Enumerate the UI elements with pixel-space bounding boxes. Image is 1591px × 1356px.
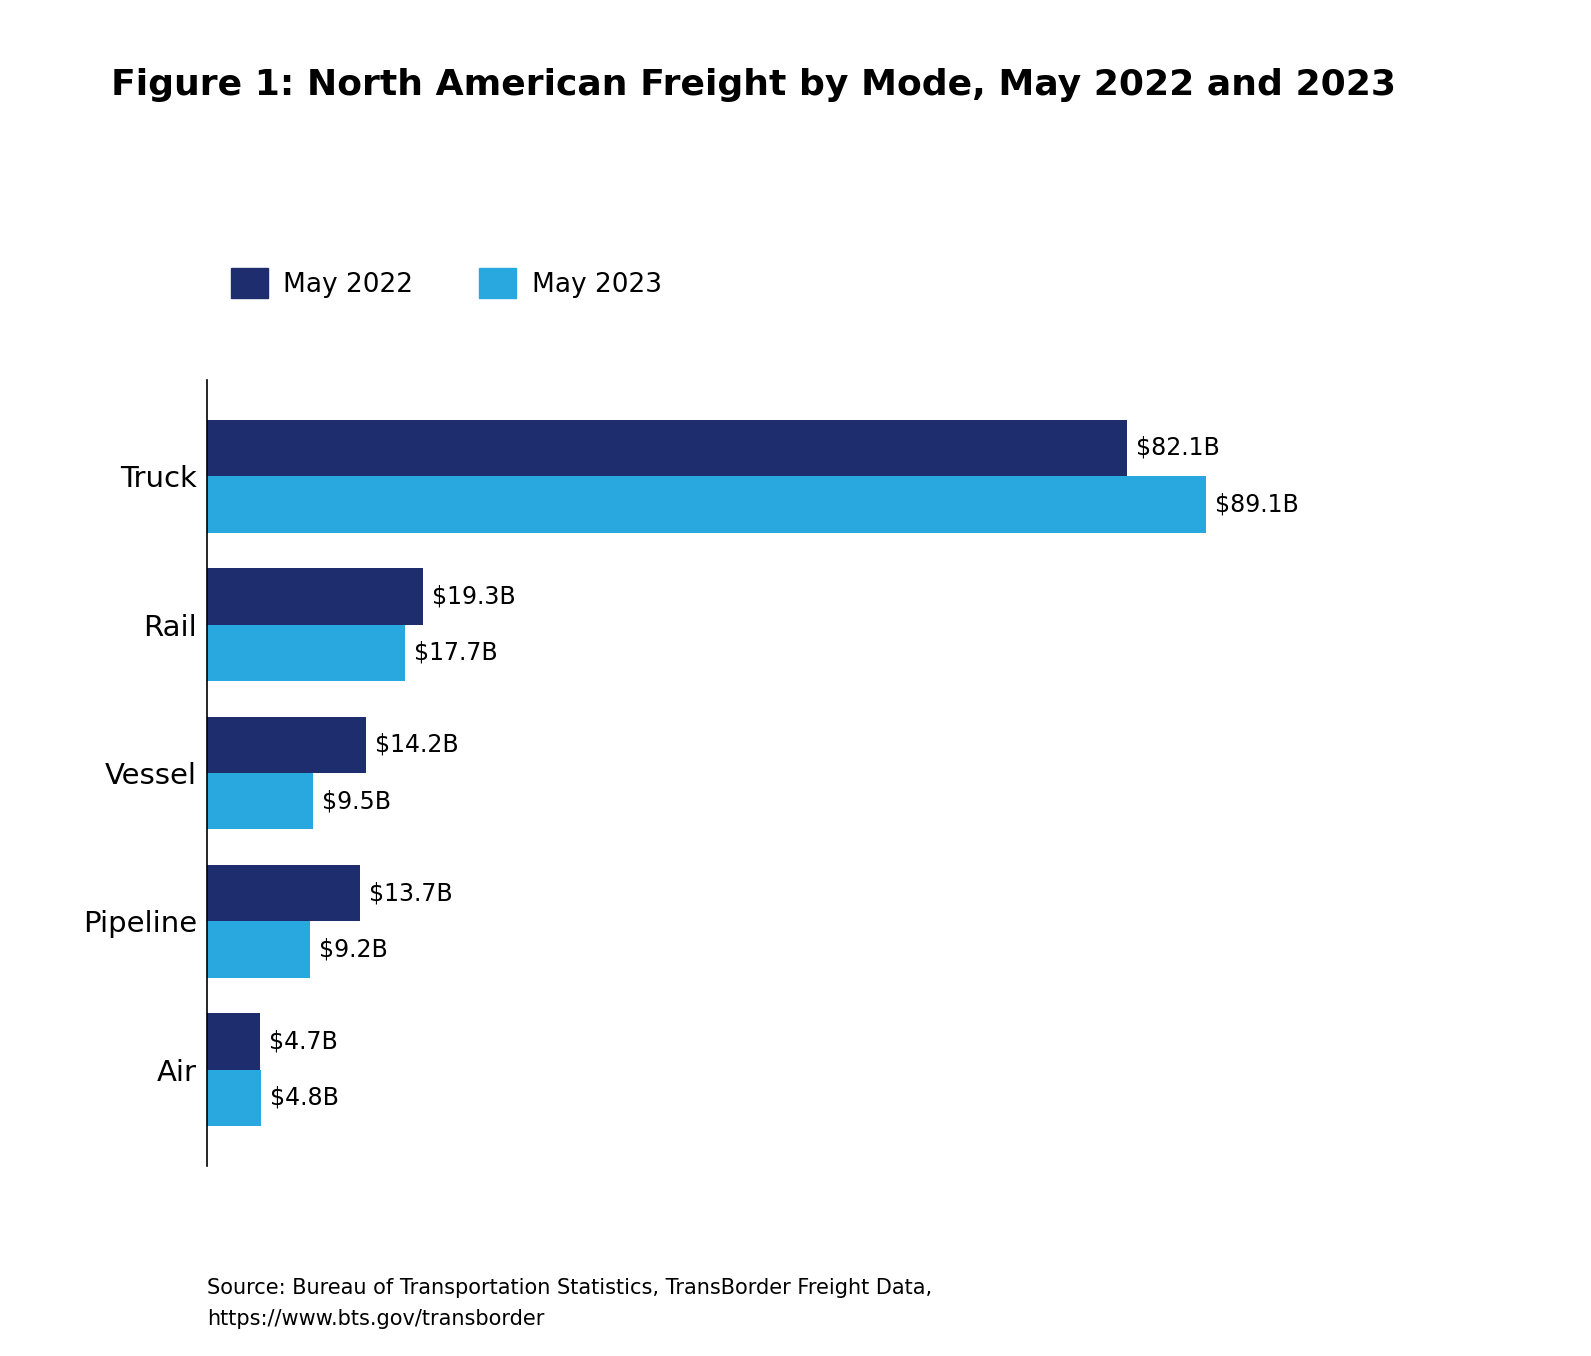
Text: $4.7B: $4.7B: [269, 1029, 337, 1054]
Bar: [207, 625, 406, 681]
Bar: [207, 1070, 261, 1125]
Bar: [207, 773, 313, 830]
Bar: [207, 1013, 259, 1070]
Text: $82.1B: $82.1B: [1136, 435, 1220, 460]
Text: $14.2B: $14.2B: [375, 732, 458, 757]
Text: $19.3B: $19.3B: [433, 584, 515, 609]
Text: $9.5B: $9.5B: [323, 789, 391, 814]
Text: $9.2B: $9.2B: [318, 937, 388, 961]
Bar: [207, 716, 366, 773]
Text: $4.8B: $4.8B: [269, 1086, 339, 1111]
Bar: [207, 865, 361, 921]
Bar: [207, 420, 1128, 476]
Bar: [207, 568, 423, 625]
Text: Figure 1: North American Freight by Mode, May 2022 and 2023: Figure 1: North American Freight by Mode…: [111, 68, 1397, 102]
Text: $89.1B: $89.1B: [1216, 492, 1298, 517]
Bar: [207, 921, 310, 978]
Legend: May 2022, May 2023: May 2022, May 2023: [220, 258, 673, 309]
Text: Source: Bureau of Transportation Statistics, TransBorder Freight Data,
https://w: Source: Bureau of Transportation Statist…: [207, 1277, 932, 1329]
Bar: [207, 476, 1206, 533]
Text: $17.7B: $17.7B: [414, 641, 498, 664]
Text: $13.7B: $13.7B: [369, 881, 453, 904]
